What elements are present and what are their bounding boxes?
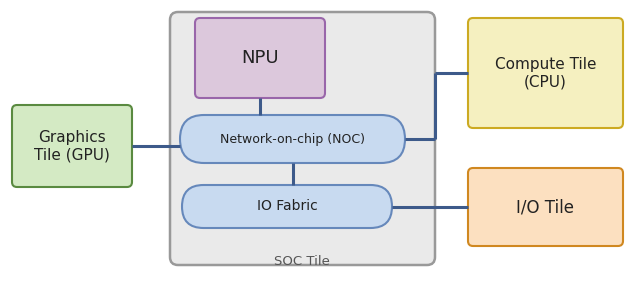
Text: Graphics
Tile (GPU): Graphics Tile (GPU) [34, 130, 110, 162]
Text: IO Fabric: IO Fabric [257, 200, 317, 214]
FancyBboxPatch shape [170, 12, 435, 265]
Text: SOC Tile: SOC Tile [274, 255, 330, 268]
Text: I/O Tile: I/O Tile [516, 198, 575, 216]
FancyBboxPatch shape [468, 168, 623, 246]
FancyBboxPatch shape [195, 18, 325, 98]
Text: Network-on-chip (NOC): Network-on-chip (NOC) [220, 132, 365, 146]
Text: NPU: NPU [241, 49, 279, 67]
FancyBboxPatch shape [12, 105, 132, 187]
Text: Compute Tile
(CPU): Compute Tile (CPU) [495, 57, 596, 89]
FancyBboxPatch shape [180, 115, 405, 163]
FancyBboxPatch shape [468, 18, 623, 128]
FancyBboxPatch shape [182, 185, 392, 228]
